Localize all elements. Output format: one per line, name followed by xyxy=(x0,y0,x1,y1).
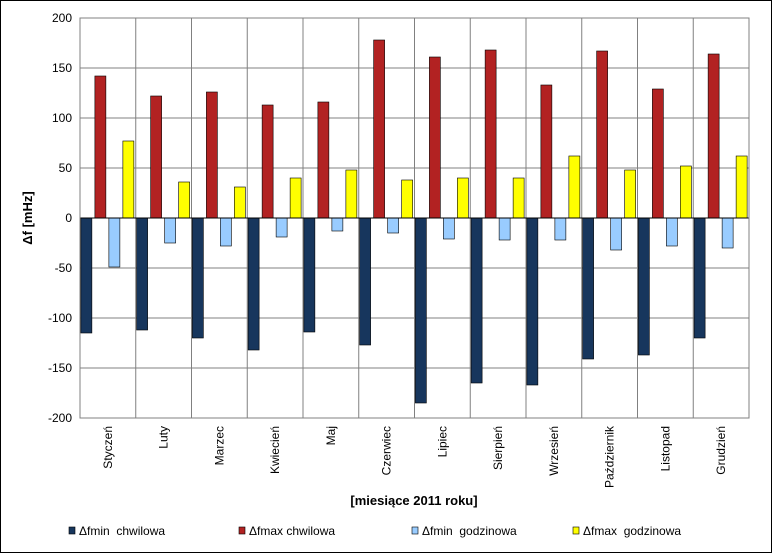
bar-2-2 xyxy=(150,95,162,219)
bar-2-10 xyxy=(596,50,608,219)
plot-border xyxy=(79,17,750,419)
x-tick-labels: Styczeń Luty Marzec Kwiecień Maj Czerwiec Lipi… xyxy=(101,425,728,488)
bar-1-2 xyxy=(136,217,148,331)
bar-3-11 xyxy=(666,217,678,247)
bar-2-9 xyxy=(540,84,553,219)
y-tick-label: 150 xyxy=(52,61,72,75)
bar-3-2 xyxy=(164,217,176,244)
bar-1-10 xyxy=(582,217,594,360)
bar-1-1 xyxy=(80,217,93,334)
bar-1-8 xyxy=(470,217,483,384)
bar-1-6 xyxy=(359,217,371,346)
y-tick-label: -200 xyxy=(48,411,72,425)
bar-1-3 xyxy=(192,217,204,339)
y-axis-label: Δf [mHz] xyxy=(20,191,35,244)
bar-4-1 xyxy=(122,140,135,219)
bar-3-9 xyxy=(554,217,567,241)
bar-1-4 xyxy=(247,217,260,351)
x-tick-label: Marzec xyxy=(212,426,226,465)
bar-4-10 xyxy=(624,169,636,219)
y-tick-label: -100 xyxy=(48,311,72,325)
bar-3-6 xyxy=(387,217,399,234)
bar-4-5 xyxy=(345,169,358,219)
bar-2-8 xyxy=(484,49,497,219)
bar-2-3 xyxy=(206,91,218,219)
x-tick-label: Wrzesień xyxy=(547,426,561,476)
bar-2-1 xyxy=(94,75,107,219)
bar-4-12 xyxy=(735,155,748,219)
x-tick-label: Grudzień xyxy=(714,426,728,475)
legend-label: Δfmax godzinowa xyxy=(583,524,681,538)
bar-2-11 xyxy=(652,88,664,219)
bar-2-5 xyxy=(317,101,330,219)
bar-2-7 xyxy=(429,56,441,219)
bar-2-12 xyxy=(707,53,720,219)
bar-4-4 xyxy=(289,177,302,219)
bar-3-1 xyxy=(108,217,121,268)
legend-swatch xyxy=(238,526,246,535)
x-axis-label: [miesiące 2011 roku] xyxy=(350,493,477,508)
bar-3-4 xyxy=(275,217,288,238)
x-tick-label: Listopad xyxy=(658,426,672,471)
bar-1-12 xyxy=(693,217,706,339)
bar-4-8 xyxy=(512,177,525,219)
bar-4-9 xyxy=(568,155,581,219)
legend-swatch xyxy=(68,526,76,535)
legend-label: Δfmax chwilowa xyxy=(249,524,335,538)
x-tick-label: Luty xyxy=(157,426,171,449)
x-tick-label: Sierpień xyxy=(491,426,505,470)
bar-1-9 xyxy=(526,217,539,386)
x-tick-label: Czerwiec xyxy=(380,426,394,475)
x-tick-label: Lipiec xyxy=(435,426,449,457)
legend-label: Δfmin chwilowa xyxy=(79,524,165,538)
legend-swatch xyxy=(411,526,419,535)
bar-3-7 xyxy=(443,217,455,240)
bar-1-7 xyxy=(415,217,427,404)
y-tick-label: -50 xyxy=(55,261,73,275)
legend-swatch xyxy=(572,526,580,535)
bar-2-4 xyxy=(261,104,274,219)
bar-4-3 xyxy=(234,186,246,219)
bars xyxy=(80,39,748,404)
y-tick-label: 100 xyxy=(52,111,72,125)
bar-3-5 xyxy=(331,217,344,232)
axes xyxy=(79,17,750,419)
y-tick-label: 50 xyxy=(59,161,73,175)
bar-4-6 xyxy=(401,179,413,219)
x-tick-label: Maj xyxy=(324,426,338,445)
bar-3-10 xyxy=(610,217,622,251)
bar-4-2 xyxy=(178,181,190,219)
bar-3-3 xyxy=(220,217,232,247)
x-tick-label: Styczeń xyxy=(101,426,115,469)
bar-3-12 xyxy=(721,217,734,249)
legend: Δfmin chwilowa Δfmax chwilowa Δfmin godzin… xyxy=(68,524,681,538)
y-tick-label: 0 xyxy=(65,211,72,225)
bar-3-8 xyxy=(498,217,511,241)
x-tick-label: Kwiecień xyxy=(268,426,282,474)
bar-1-11 xyxy=(638,217,650,356)
x-tick-label: Październik xyxy=(603,425,617,488)
y-tick-labels: 200 150 100 50 0 -50 -100 -150 -200 xyxy=(48,11,72,425)
bar-4-11 xyxy=(680,165,692,219)
bar-1-5 xyxy=(303,217,316,333)
bar-4-7 xyxy=(457,177,469,219)
y-tick-label: -150 xyxy=(48,361,72,375)
bar-2-6 xyxy=(373,39,385,219)
legend-label: Δfmin godzinowa xyxy=(422,524,517,538)
y-tick-label: 200 xyxy=(52,11,72,25)
